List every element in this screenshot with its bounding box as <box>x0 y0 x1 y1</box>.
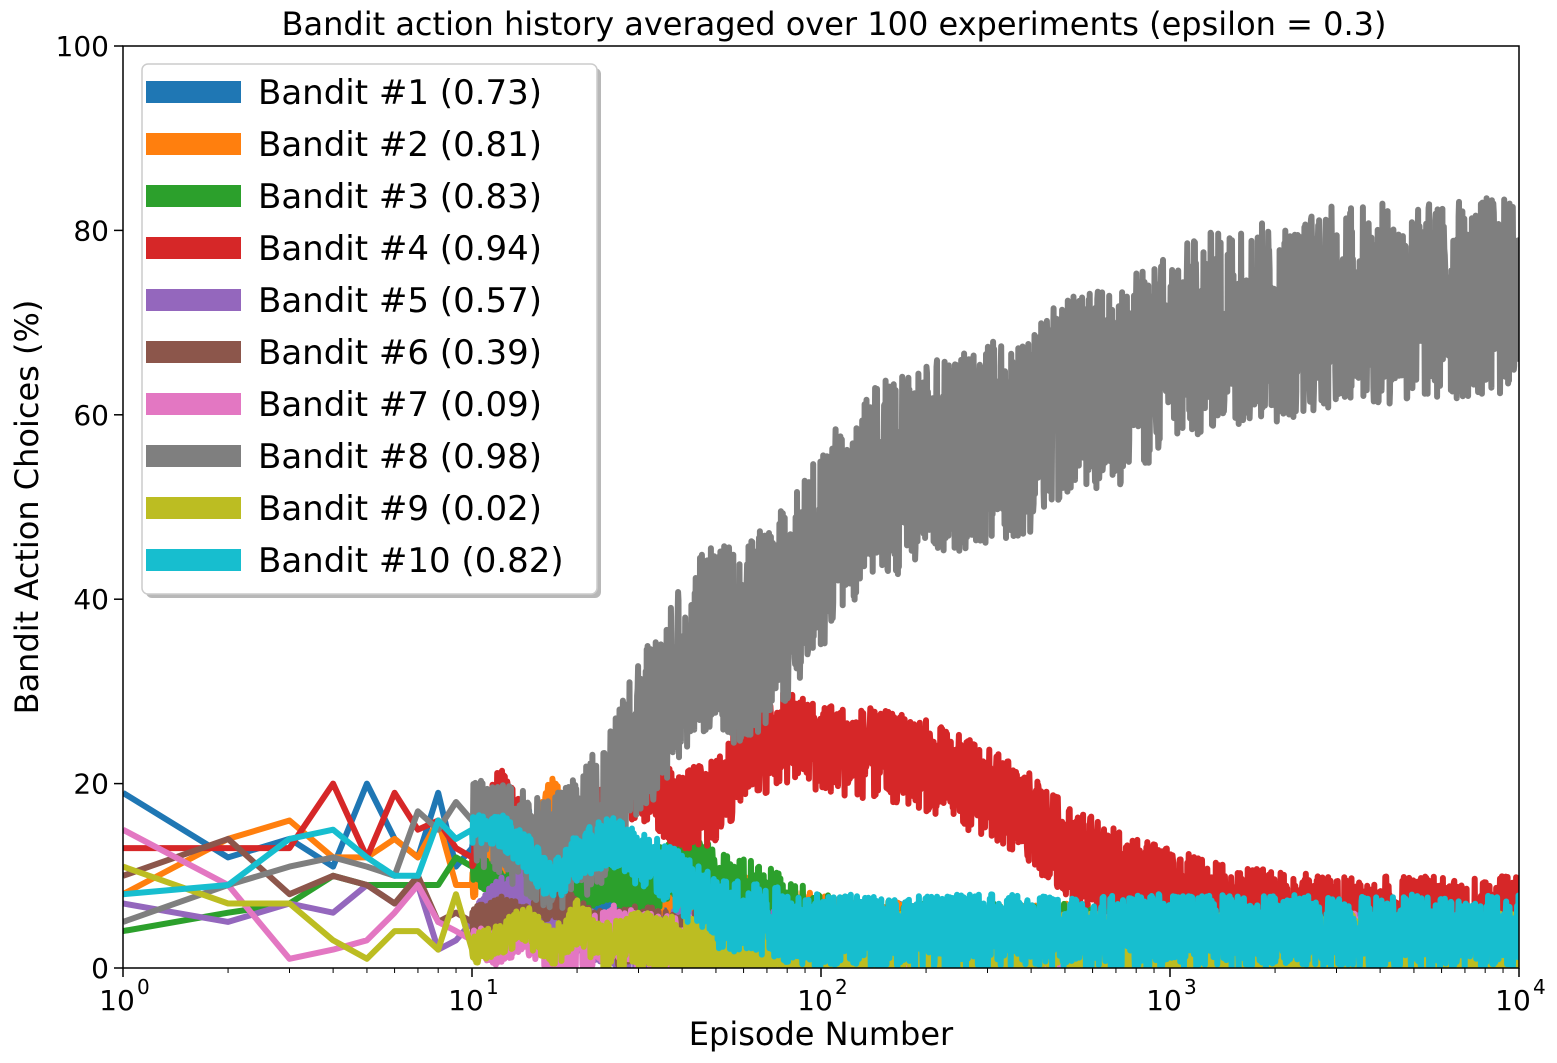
legend-label: Bandit #6 (0.39) <box>258 333 542 373</box>
legend-swatch <box>146 445 241 467</box>
legend-swatch <box>146 393 241 415</box>
x-tick-exponent: 3 <box>1184 975 1197 999</box>
y-tick-label: 100 <box>56 30 109 63</box>
legend-swatch <box>146 549 241 571</box>
x-axis-label: Episode Number <box>689 1015 954 1053</box>
legend-label: Bandit #1 (0.73) <box>258 73 542 113</box>
legend-box <box>141 63 598 595</box>
series-line-8 <box>123 195 1519 925</box>
x-axis: 10 0 10 1 10 2 10 3 10 4 <box>99 968 1546 1017</box>
x-tick-label: 10 <box>448 984 484 1017</box>
legend-label: Bandit #5 (0.57) <box>258 281 542 321</box>
legend-swatch <box>146 497 241 519</box>
y-tick-label: 20 <box>73 768 109 801</box>
x-tick-exponent: 4 <box>1533 975 1546 999</box>
legend-swatch <box>146 133 241 155</box>
legend-label: Bandit #8 (0.98) <box>258 437 542 477</box>
legend-swatch <box>146 185 241 207</box>
legend-swatch <box>146 81 241 103</box>
legend-swatch <box>146 237 241 259</box>
legend-swatch <box>146 341 241 363</box>
x-tick-exponent: 2 <box>835 975 848 999</box>
legend-label: Bandit #7 (0.09) <box>258 385 542 425</box>
y-axis: 0 20 40 60 80 100 <box>56 30 123 985</box>
legend-label: Bandit #10 (0.82) <box>258 541 564 581</box>
legend-label: Bandit #4 (0.94) <box>258 229 542 269</box>
y-axis-label: Bandit Action Choices (%) <box>8 300 46 715</box>
legend-label: Bandit #9 (0.02) <box>258 489 542 529</box>
series-line-10 <box>123 812 1519 968</box>
y-tick-label: 0 <box>91 952 109 985</box>
legend-swatch <box>146 289 241 311</box>
x-tick-label: 10 <box>1146 984 1182 1017</box>
chart-title: Bandit action history averaged over 100 … <box>282 5 1387 43</box>
y-tick-label: 80 <box>73 214 109 247</box>
x-tick-label: 10 <box>99 984 135 1017</box>
legend-label: Bandit #2 (0.81) <box>258 125 542 165</box>
x-tick-label: 10 <box>1495 984 1531 1017</box>
series-layer <box>123 195 1519 968</box>
legend: Bandit #1 (0.73) Bandit #2 (0.81) Bandit #… <box>141 63 601 598</box>
x-tick-exponent: 0 <box>137 975 150 999</box>
y-tick-label: 40 <box>73 583 109 616</box>
x-tick-label: 10 <box>797 984 833 1017</box>
legend-label: Bandit #3 (0.83) <box>258 177 542 217</box>
x-tick-exponent: 1 <box>486 975 499 999</box>
y-tick-label: 60 <box>73 399 109 432</box>
